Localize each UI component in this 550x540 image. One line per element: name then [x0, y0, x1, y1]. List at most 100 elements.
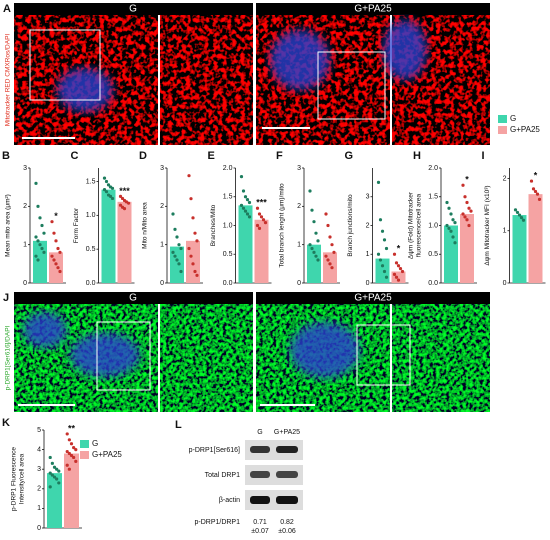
nucleus: [23, 312, 67, 348]
band: [250, 496, 270, 504]
data-point: [57, 481, 61, 485]
significance: *: [397, 244, 401, 254]
legend-swatch: [80, 451, 89, 459]
data-point: [171, 250, 175, 254]
data-point: [529, 179, 534, 183]
panel-letter: C: [71, 150, 79, 162]
y-axis-label: Δψm Mitotracker MFI (x10³): [484, 185, 491, 265]
data-point: [328, 262, 332, 266]
nucleus: [383, 20, 427, 80]
data-point: [449, 229, 453, 233]
panel-letter: F: [276, 150, 283, 162]
data-point: [38, 243, 42, 247]
bar: [186, 240, 200, 283]
y-tick-label: 1: [297, 242, 301, 249]
data-point: [241, 206, 246, 210]
data-point: [396, 278, 401, 282]
data-point: [171, 212, 175, 216]
data-point: [537, 197, 542, 201]
band: [250, 446, 270, 453]
data-point: [52, 475, 57, 479]
data-point: [58, 269, 62, 274]
side-label: Mitotracker RED CMXRos/DAPI: [5, 34, 12, 127]
data-point: [187, 174, 191, 178]
y-tick-label: 1: [503, 228, 507, 235]
data-point: [104, 190, 109, 194]
data-point: [50, 473, 54, 477]
zoom-box: [317, 51, 386, 120]
data-point: [40, 246, 44, 251]
ratio-value: ±0.06: [278, 528, 296, 535]
data-point: [326, 258, 330, 262]
data-point: [54, 262, 58, 266]
significance: **: [68, 423, 76, 433]
data-point: [195, 239, 199, 243]
bar: [238, 205, 253, 283]
data-point: [247, 200, 252, 205]
zoom-box: [29, 29, 101, 101]
data-point: [463, 195, 467, 199]
y-tick-label: 1: [366, 251, 370, 258]
y-axis-label: Branches/Mito: [210, 204, 217, 246]
panel-letter: L: [175, 419, 182, 431]
panel-letter: H: [413, 150, 421, 162]
y-tick-label: 2: [37, 486, 41, 493]
header-bar: [256, 292, 490, 304]
y-tick-label: 3: [37, 466, 41, 473]
data-point: [65, 432, 69, 436]
data-point: [193, 231, 197, 235]
data-point: [521, 218, 526, 222]
data-point: [122, 206, 127, 211]
bar: [460, 214, 474, 283]
panel-a-images: [14, 3, 490, 145]
data-point: [56, 266, 60, 270]
micrograph-zoom: [160, 304, 253, 412]
band: [250, 471, 270, 478]
data-point: [394, 275, 399, 279]
bar: [101, 189, 116, 283]
y-tick-label: 2: [297, 203, 301, 210]
data-point: [52, 231, 56, 235]
panel-letter: B: [2, 150, 10, 162]
data-point: [120, 196, 125, 201]
data-point: [376, 252, 381, 256]
blot: [245, 440, 303, 510]
blot-row-label: Total DRP1: [205, 472, 241, 479]
data-point: [42, 250, 46, 254]
data-point: [55, 477, 59, 481]
legend-label: G: [510, 114, 516, 123]
y-tick-label: 1.5: [223, 194, 233, 201]
data-point: [118, 203, 123, 207]
data-point: [74, 448, 78, 452]
data-point: [465, 200, 469, 205]
data-point: [447, 226, 451, 230]
data-point: [310, 246, 314, 251]
y-tick-label: 0: [297, 280, 301, 287]
data-point: [517, 213, 522, 217]
data-point: [50, 254, 54, 258]
bar: [64, 453, 79, 528]
lane-label: G+PA25: [274, 429, 300, 436]
header: G+PA25: [354, 4, 392, 15]
bar: [528, 194, 543, 283]
y-tick-label: 2: [160, 203, 164, 210]
data-point: [177, 262, 181, 266]
data-point: [392, 272, 397, 276]
y-axis-label: fluorescence/cell area: [416, 194, 423, 258]
data-point: [384, 246, 389, 251]
data-point: [126, 201, 131, 205]
data-point: [52, 465, 57, 469]
data-point: [314, 254, 318, 258]
header-bar: [256, 3, 490, 15]
data-point: [316, 258, 320, 262]
y-tick-label: 1.0: [86, 212, 96, 219]
bar: [375, 258, 390, 283]
data-point: [173, 227, 177, 231]
data-point: [195, 273, 199, 277]
y-tick-label: 0.5: [223, 251, 233, 258]
data-point: [48, 485, 52, 489]
data-point: [384, 275, 389, 279]
data-point: [515, 210, 520, 215]
